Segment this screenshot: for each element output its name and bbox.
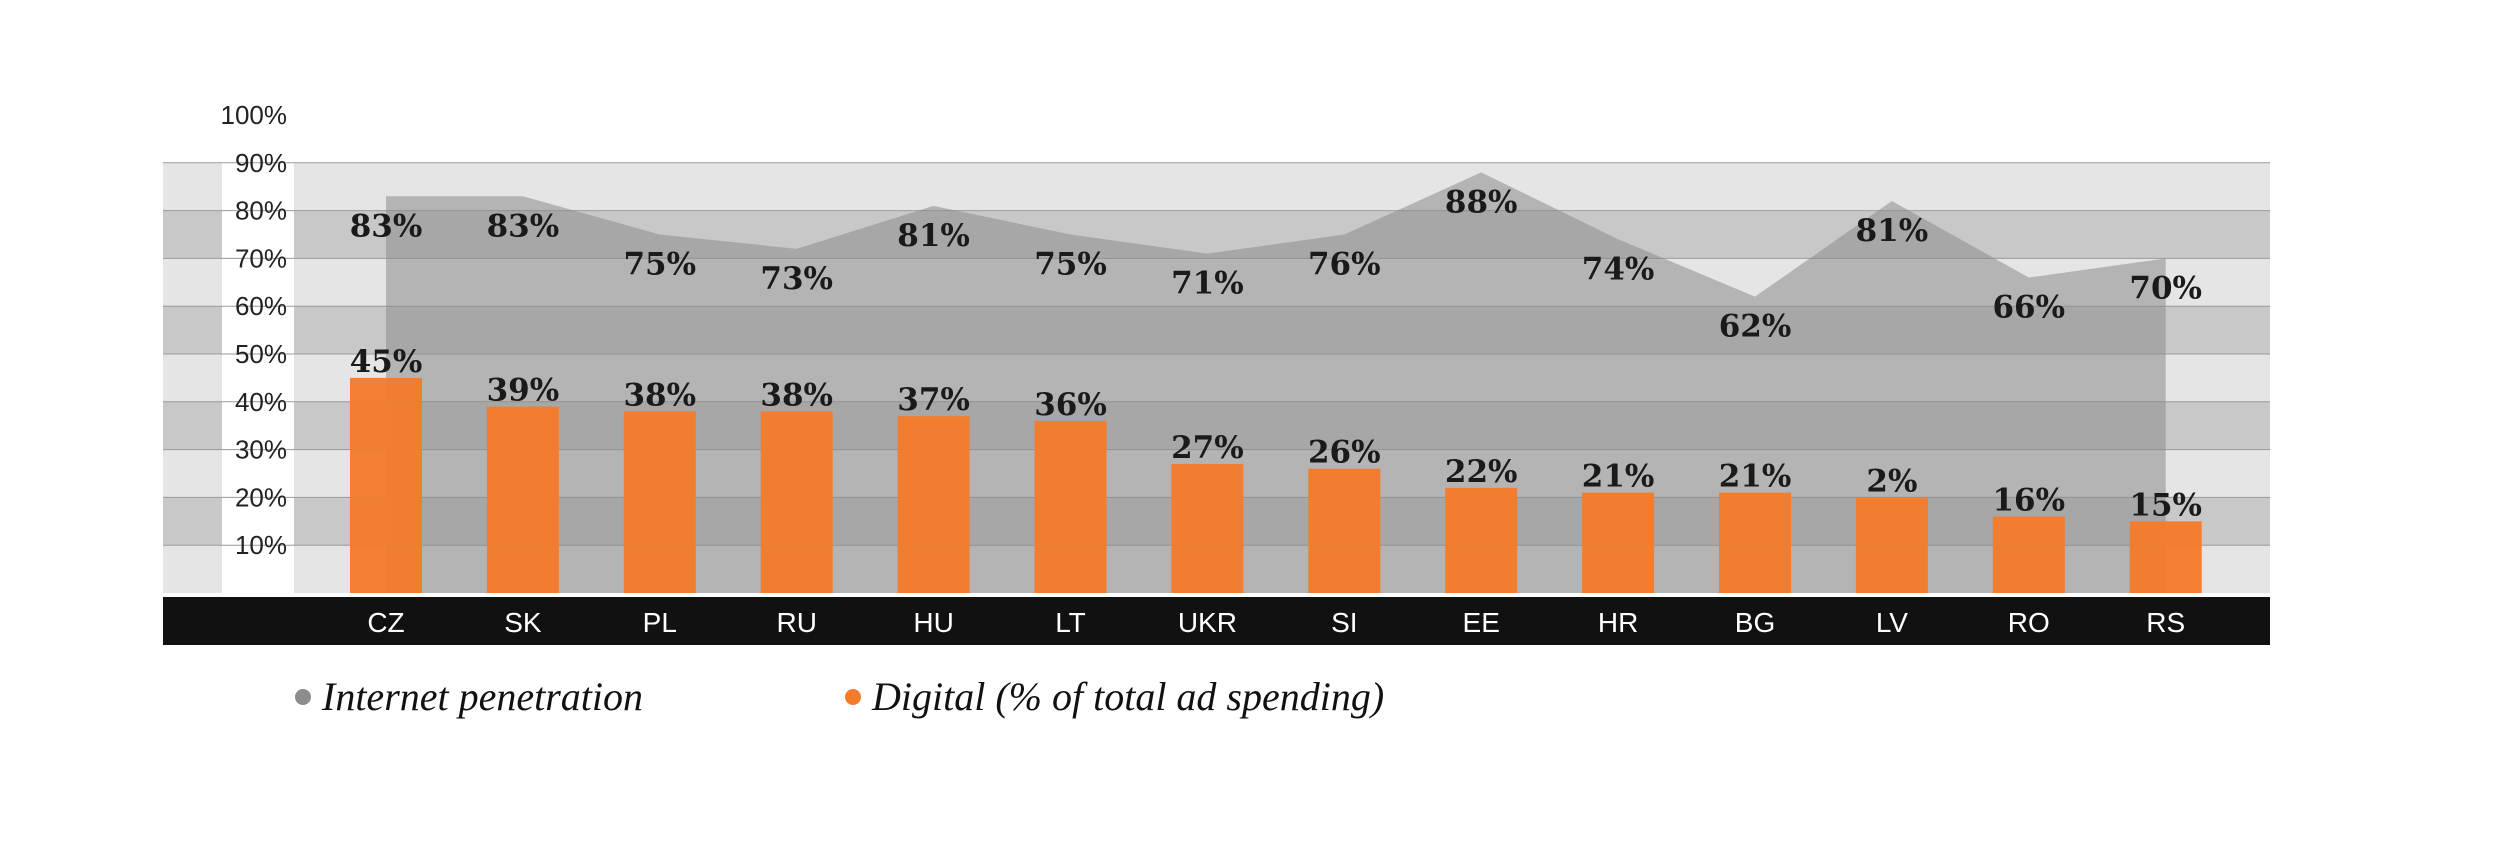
x-tick-label: HU xyxy=(913,607,953,638)
x-tick-label: LV xyxy=(1876,607,1908,638)
digital-bars xyxy=(350,377,2202,593)
penetration-label: 73% xyxy=(760,261,833,297)
bar-ee xyxy=(1445,487,1518,593)
data-labels: 83% 83% 75% 73% 81% 75% 71% 76% 88% 74% 62% 81% 66% 7… xyxy=(350,184,2202,523)
x-axis-bar xyxy=(163,597,2270,645)
y-tick-label: 100% xyxy=(221,100,288,130)
bar-hr xyxy=(1582,492,1655,593)
x-axis: CZ SK PL RU HU LT UKR SI EE HR BG LV RO RS xyxy=(163,597,2270,645)
y-tick-label: 40% xyxy=(235,387,287,417)
x-tick-label: EE xyxy=(1463,607,1500,638)
penetration-label: 71% xyxy=(1171,266,1244,302)
penetration-label: 81% xyxy=(897,218,970,254)
y-tick-label: 80% xyxy=(235,196,287,226)
digital-label: 27% xyxy=(1171,430,1244,466)
bar-lt xyxy=(1034,420,1107,593)
y-tick-label: 50% xyxy=(235,339,287,369)
digital-label: 21% xyxy=(1719,459,1792,495)
x-tick-label: SI xyxy=(1331,607,1357,638)
x-tick-label: RU xyxy=(776,607,816,638)
bar-rs xyxy=(2129,521,2202,593)
y-tick-label: 20% xyxy=(235,482,287,512)
x-tick-label: PL xyxy=(643,607,677,638)
bar-lv xyxy=(1855,497,1928,593)
bar-hu xyxy=(897,416,970,593)
digital-label: 26% xyxy=(1308,435,1381,471)
y-tick-label: 10% xyxy=(235,530,287,560)
bar-ukr xyxy=(1171,463,1244,593)
x-tick-label: HR xyxy=(1598,607,1638,638)
penetration-label: 88% xyxy=(1445,184,1518,220)
penetration-label: 75% xyxy=(1034,247,1107,283)
y-tick-label: 60% xyxy=(235,291,287,321)
digital-label: 38% xyxy=(623,377,696,413)
bar-ru xyxy=(760,411,833,593)
y-tick-label: 90% xyxy=(235,148,287,178)
digital-label: 39% xyxy=(487,373,560,409)
penetration-label: 66% xyxy=(1992,290,2065,326)
digital-label: 15% xyxy=(2129,487,2202,523)
penetration-label: 83% xyxy=(350,208,423,244)
digital-label: 37% xyxy=(897,382,970,418)
x-tick-label: BG xyxy=(1735,607,1775,638)
digital-label: 36% xyxy=(1034,387,1107,423)
legend-label: Internet penetration xyxy=(321,674,643,719)
x-tick-label: RO xyxy=(2008,607,2050,638)
x-tick-label: UKR xyxy=(1178,607,1237,638)
digital-label: 21% xyxy=(1582,459,1655,495)
digital-label: 45% xyxy=(350,344,423,380)
bar-bg xyxy=(1719,492,1791,593)
penetration-label: 83% xyxy=(487,208,560,244)
penetration-label: 76% xyxy=(1308,247,1381,283)
x-tick-label: SK xyxy=(504,607,542,638)
x-tick-label: RS xyxy=(2146,607,2185,638)
penetration-label: 81% xyxy=(1856,213,1929,249)
legend-label: Digital (% of total ad spending) xyxy=(871,674,1384,719)
penetration-label: 75% xyxy=(623,247,696,283)
y-axis: 10% 20% 30% 40% 50% 60% 70% 80% 90% 100% xyxy=(221,100,288,560)
x-tick-label: LT xyxy=(1055,607,1086,638)
legend-marker xyxy=(845,689,861,705)
penetration-label: 74% xyxy=(1582,251,1655,287)
y-axis-gutter xyxy=(222,162,294,594)
digital-label: 2% xyxy=(1866,463,1917,499)
digital-label: 16% xyxy=(1992,483,2065,519)
bar-pl xyxy=(623,411,696,593)
digital-label: 22% xyxy=(1445,454,1518,490)
penetration-label: 70% xyxy=(2129,270,2202,306)
x-tick-label: CZ xyxy=(367,607,404,638)
bar-cz xyxy=(350,377,422,593)
penetration-label: 62% xyxy=(1719,309,1792,345)
bar-sk xyxy=(486,406,559,593)
legend-marker xyxy=(295,689,311,705)
legend: Internet penetration Digital (% of total … xyxy=(295,674,1384,719)
bar-ro xyxy=(1992,516,2065,593)
y-tick-label: 70% xyxy=(235,243,287,273)
bar-si xyxy=(1308,468,1381,593)
digital-label: 38% xyxy=(760,377,833,413)
y-tick-label: 30% xyxy=(235,435,287,465)
